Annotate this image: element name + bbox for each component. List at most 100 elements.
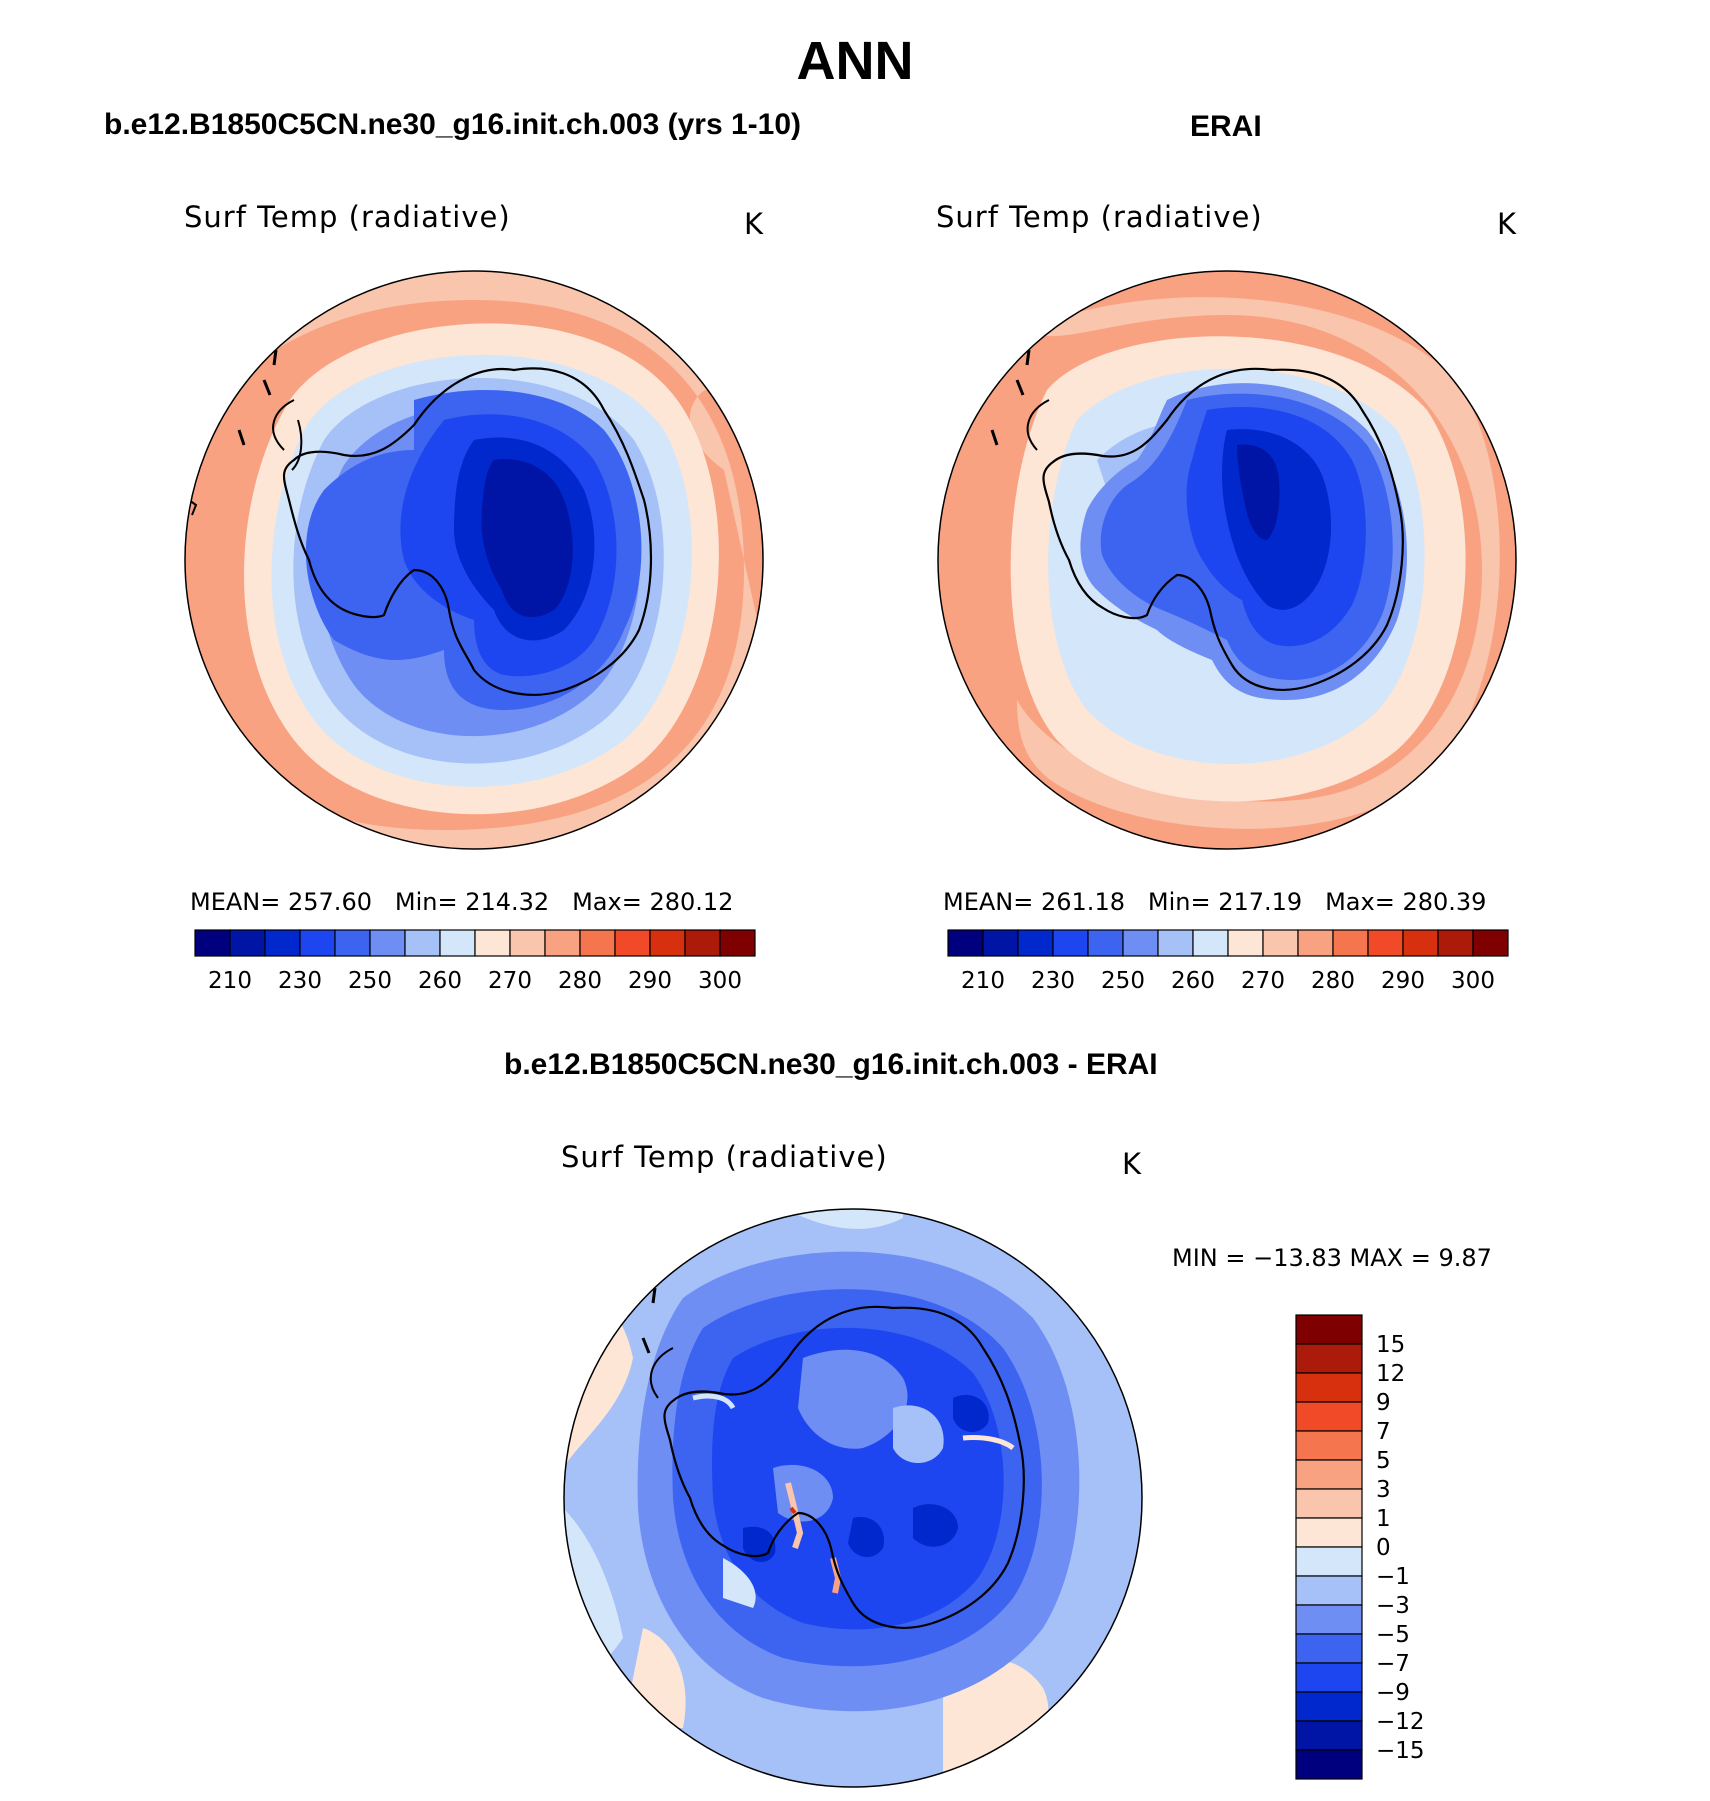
obs-mean-label: MEAN=: [943, 888, 1034, 916]
diff-colorbar-box: [1295, 1604, 1363, 1635]
model-colorbar-box: [299, 929, 336, 957]
obs-max-value: 280.39: [1402, 888, 1487, 916]
model-colorbar-tick-label: 280: [558, 968, 602, 994]
obs-colorbar-tick-label: 210: [961, 968, 1005, 994]
obs-min-value: 217.19: [1218, 888, 1303, 916]
model-min-value: 214.32: [465, 888, 550, 916]
diff-variable-label: Surf Temp (radiative): [561, 1140, 888, 1174]
model-colorbar-tick-label: 250: [348, 968, 392, 994]
obs-colorbar-box: [1367, 929, 1404, 957]
diff-panel-header: b.e12.B1850C5CN.ne30_g16.init.ch.003 - E…: [504, 1048, 1158, 1081]
diff-colorbar-box: [1295, 1488, 1363, 1519]
obs-colorbar-box: [1017, 929, 1054, 957]
diff-range-text: MIN = −13.83 MAX = 9.87: [1172, 1244, 1492, 1272]
diff-colorbar-box: [1295, 1575, 1363, 1606]
obs-polar-map: [937, 270, 1517, 850]
obs-colorbar-box: [1437, 929, 1474, 957]
model-max-value: 280.12: [649, 888, 734, 916]
model-panel-header: b.e12.B1850C5CN.ne30_g16.init.ch.003 (yr…: [104, 108, 802, 141]
obs-panel-header: ERAI: [1190, 110, 1262, 143]
model-colorbar-tick-label: 210: [208, 968, 252, 994]
diff-colorbar-box: [1295, 1662, 1363, 1693]
model-colorbar-box: [509, 929, 546, 957]
diff-colorbar-tick-label: 1: [1376, 1506, 1391, 1532]
model-mean-value: 257.60: [288, 888, 372, 916]
diff-colorbar-box: [1295, 1546, 1363, 1577]
obs-colorbar-box: [1332, 929, 1369, 957]
obs-colorbar-tick-label: 230: [1031, 968, 1075, 994]
obs-colorbar-box: [947, 929, 984, 957]
obs-colorbar-tick-label: 270: [1241, 968, 1285, 994]
model-units-label: K: [744, 207, 765, 241]
diff-colorbar-tick-label: −3: [1376, 1593, 1410, 1619]
diff-colorbar-box: [1295, 1517, 1363, 1548]
diff-colorbar-tick-label: −5: [1376, 1622, 1410, 1648]
model-colorbar-tick-label: 230: [278, 968, 322, 994]
diff-colorbar-box: [1295, 1372, 1363, 1403]
model-min-label: Min=: [394, 888, 458, 916]
obs-variable-label: Surf Temp (radiative): [936, 200, 1263, 234]
diff-colorbar-tick-label: 15: [1376, 1332, 1405, 1358]
diff-colorbar-box: [1295, 1633, 1363, 1664]
diff-colorbar: 15 12 9 7 5 3 1 0 −1 −3 −5 −7 −9 −12 −15: [1295, 1314, 1425, 1780]
obs-colorbar-box: [982, 929, 1019, 957]
model-colorbar-box: [649, 929, 686, 957]
model-colorbar-box: [369, 929, 406, 957]
diff-units-label: K: [1122, 1147, 1143, 1181]
obs-colorbar-tick-label: 300: [1451, 968, 1495, 994]
obs-units-label: K: [1497, 207, 1518, 241]
obs-colorbar-tick-label: 250: [1101, 968, 1145, 994]
diff-colorbar-tick-label: −9: [1376, 1680, 1410, 1706]
obs-colorbar-box: [1297, 929, 1334, 957]
model-colorbar-box: [439, 929, 476, 957]
model-colorbar-tick-label: 300: [698, 968, 742, 994]
obs-colorbar-box: [1472, 929, 1509, 957]
diff-colorbar-box: [1295, 1749, 1363, 1780]
obs-colorbar-box: [1087, 929, 1124, 957]
diff-colorbar-box: [1295, 1459, 1363, 1490]
obs-colorbar-box: [1402, 929, 1439, 957]
model-colorbar-box: [544, 929, 581, 957]
diff-colorbar-tick-label: −15: [1376, 1738, 1425, 1764]
diff-colorbar-tick-label: 3: [1376, 1477, 1391, 1503]
model-variable-label: Surf Temp (radiative): [184, 200, 511, 234]
model-colorbar-box: [474, 929, 511, 957]
obs-min-label: Min=: [1147, 888, 1211, 916]
model-colorbar-box: [684, 929, 721, 957]
model-colorbar-tick-label: 270: [488, 968, 532, 994]
obs-colorbar-box: [1052, 929, 1089, 957]
model-colorbar-tick-label: 260: [418, 968, 462, 994]
model-colorbar-box: [334, 929, 371, 957]
model-colorbar-box: [614, 929, 651, 957]
obs-colorbar: 210 230 250 260 270 280 290 300: [947, 929, 1509, 994]
diff-colorbar-tick-label: −12: [1376, 1709, 1425, 1735]
obs-colorbar-tick-label: 260: [1171, 968, 1215, 994]
diff-colorbar-tick-label: 7: [1376, 1419, 1391, 1445]
model-colorbar-tick-label: 290: [628, 968, 672, 994]
diff-colorbar-tick-label: −7: [1376, 1651, 1410, 1677]
figure-title: ANN: [796, 31, 914, 91]
diff-colorbar-box: [1295, 1401, 1363, 1432]
obs-colorbar-box: [1262, 929, 1299, 957]
obs-colorbar-tick-label: 290: [1381, 968, 1425, 994]
model-colorbar-box: [579, 929, 616, 957]
model-colorbar-box: [404, 929, 441, 957]
obs-colorbar-tick-label: 280: [1311, 968, 1355, 994]
model-colorbar-box: [264, 929, 301, 957]
diff-colorbar-box: [1295, 1343, 1363, 1374]
diff-colorbar-tick-label: 0: [1376, 1535, 1391, 1561]
model-polar-map: [184, 270, 764, 850]
diff-colorbar-box: [1295, 1691, 1363, 1722]
diff-colorbar-tick-label: 9: [1376, 1390, 1391, 1416]
model-colorbar-box: [194, 929, 231, 957]
obs-max-label: Max=: [1325, 888, 1395, 916]
obs-colorbar-box: [1227, 929, 1264, 957]
obs-mean-value: 261.18: [1041, 888, 1125, 916]
model-colorbar-box: [229, 929, 266, 957]
diff-colorbar-tick-label: 5: [1376, 1448, 1391, 1474]
diff-colorbar-box: [1295, 1720, 1363, 1751]
model-colorbar: 210 230 250 260 270 280 290 300: [194, 929, 756, 994]
model-colorbar-box: [719, 929, 756, 957]
diff-colorbar-box: [1295, 1314, 1363, 1345]
obs-stats: MEAN= 261.18 Min= 217.19 Max= 280.39: [943, 888, 1486, 916]
